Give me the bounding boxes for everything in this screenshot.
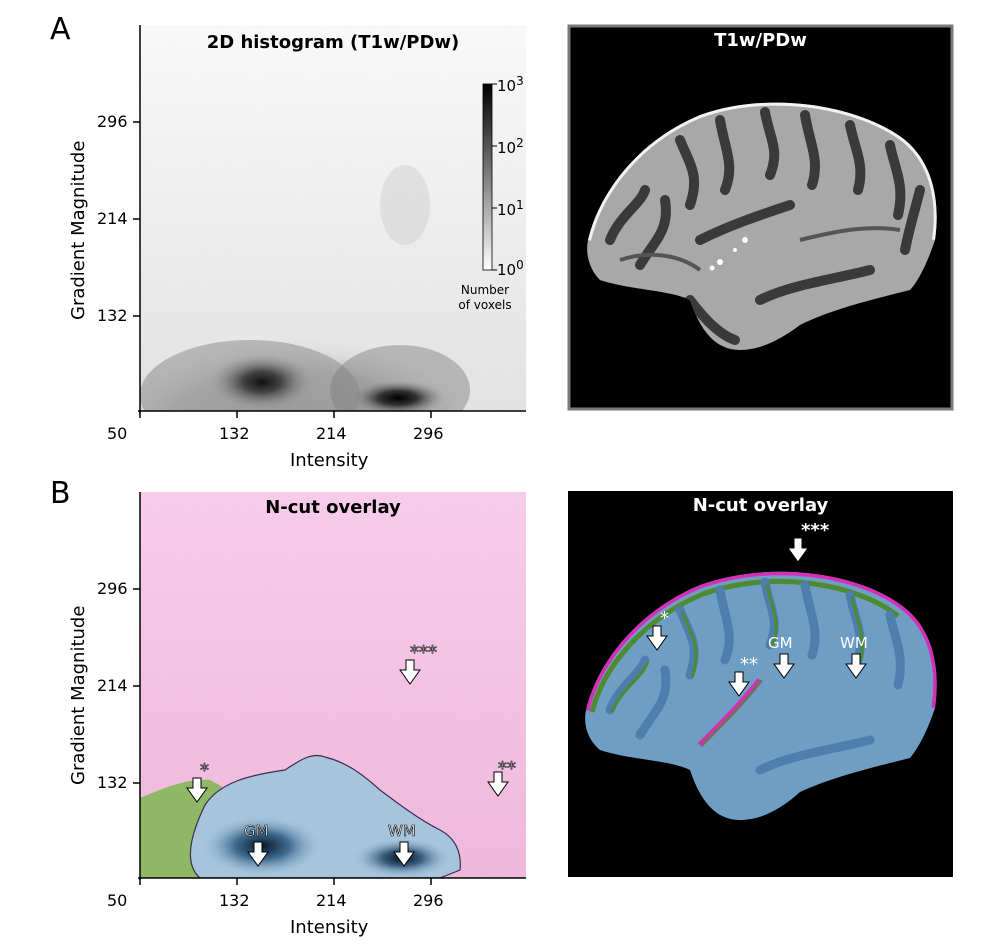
colorbar-tick-0: 100	[497, 258, 524, 279]
colorbar-tick-1: 101	[497, 198, 524, 219]
x-tick-a-132: 132	[219, 424, 250, 443]
x-tick-a-296: 296	[413, 424, 444, 443]
x-axis-label-a: Intensity	[290, 450, 369, 471]
label-star2-image: **	[740, 654, 758, 675]
ticks-b	[133, 588, 432, 885]
ncut-plot	[140, 492, 526, 878]
colorbar	[482, 83, 497, 271]
label-star1-plot: *	[200, 760, 210, 782]
x-tick-b-132: 132	[219, 891, 250, 910]
x-tick-b-214: 214	[316, 891, 347, 910]
arrow-star3-image	[787, 537, 809, 563]
overlay-title: N-cut overlay	[692, 495, 829, 516]
overlay-image	[568, 491, 953, 877]
arrow-wm-plot	[393, 841, 415, 867]
colorbar-label-2: of voxels	[458, 298, 512, 312]
y-tick-b-214: 214	[97, 676, 128, 695]
y-tick-a-296: 296	[97, 112, 128, 131]
arrow-star1-plot	[186, 777, 208, 803]
arrow-gm-image	[773, 653, 795, 679]
arrow-star3-plot	[399, 659, 421, 685]
colorbar-tick-2: 102	[497, 136, 524, 157]
label-gm-image: GM	[768, 634, 793, 652]
arrow-star1-image	[646, 625, 668, 651]
y-tick-a-214: 214	[97, 209, 128, 228]
label-star3-image: ***	[801, 520, 830, 541]
x-tick-b-296: 296	[413, 891, 444, 910]
mri-title: T1w/PDw	[714, 30, 807, 51]
arrow-gm-plot	[247, 841, 269, 867]
y-axis-label-b: Gradient Magnitude	[68, 605, 89, 785]
plot-arrows	[186, 659, 509, 867]
label-star1-image: *	[660, 608, 669, 629]
y-tick-b-296: 296	[97, 579, 128, 598]
label-star2-plot: **	[498, 758, 517, 780]
histogram-plot	[140, 25, 526, 411]
arrow-star2-image	[728, 671, 750, 697]
x-tick-a-50: 50	[107, 424, 128, 443]
histogram-title: 2D histogram (T1w/PDw)	[206, 32, 460, 53]
x-tick-b-50: 50	[107, 891, 128, 910]
mri-image	[567, 24, 954, 411]
arrow-star2-plot	[487, 771, 509, 797]
label-star3-plot: ***	[410, 642, 438, 664]
panel-letter-b: B	[50, 476, 71, 511]
panel-letter-a: A	[50, 12, 71, 47]
arrow-wm-image	[845, 653, 867, 679]
y-axis-label-a: Gradient Magnitude	[68, 140, 89, 320]
label-wm-image: WM	[840, 634, 868, 652]
colorbar-tick-3: 103	[497, 74, 524, 95]
colorbar-label-1: Number	[460, 283, 510, 297]
label-wm-plot: WM	[388, 822, 416, 841]
y-tick-a-132: 132	[97, 306, 128, 325]
x-tick-a-214: 214	[316, 424, 347, 443]
ncut-plot-title: N-cut overlay	[265, 497, 401, 518]
x-axis-label-b: Intensity	[290, 917, 369, 938]
ticks-a	[133, 121, 432, 418]
label-gm-plot: GM	[244, 822, 269, 841]
y-tick-b-132: 132	[97, 773, 128, 792]
